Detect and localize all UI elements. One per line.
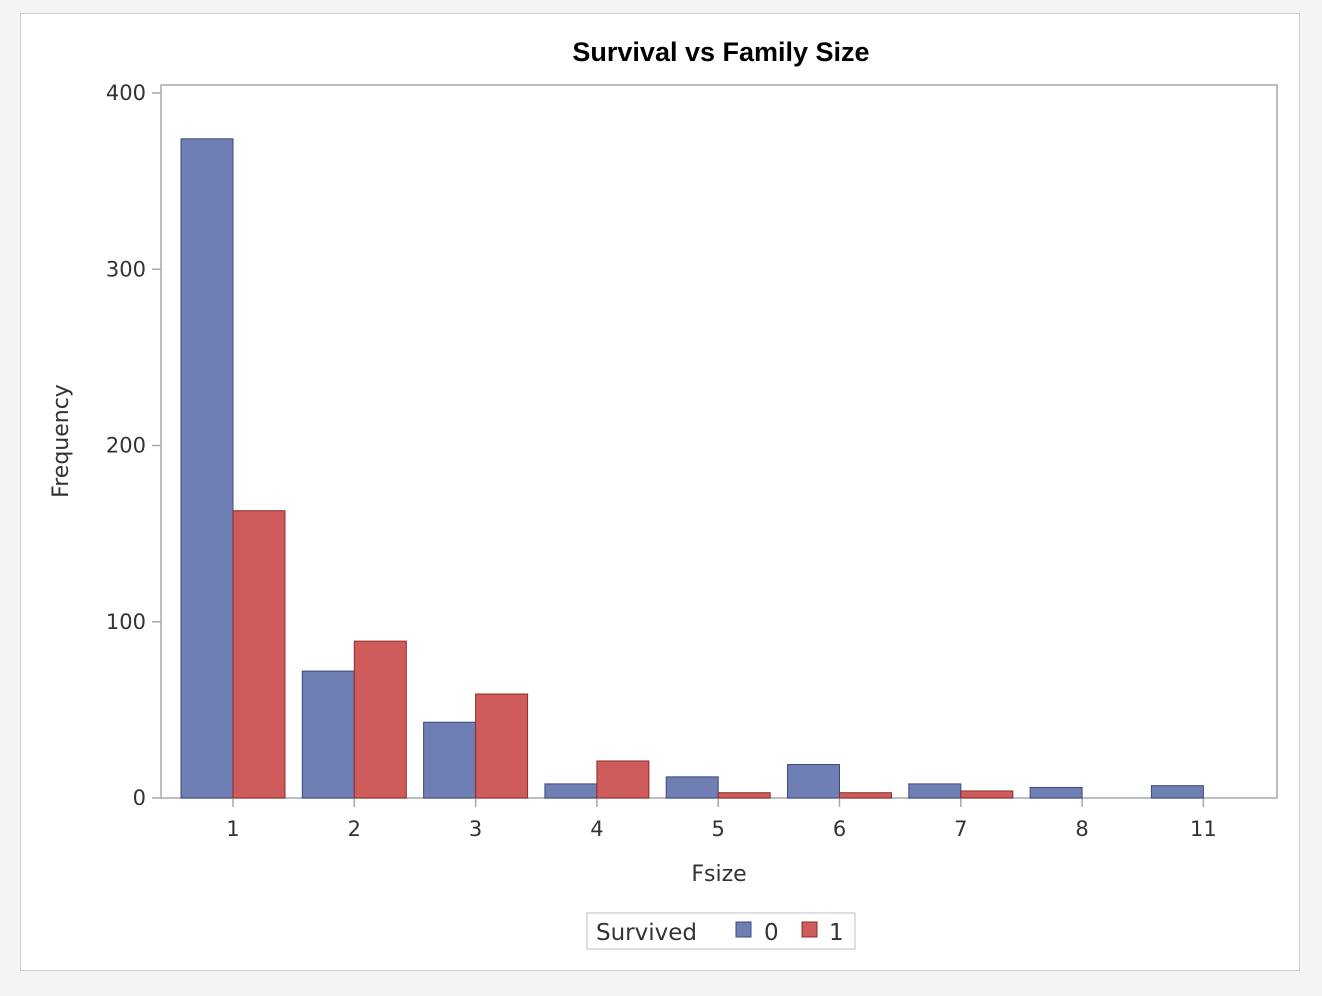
x-tick-label-1: 2 <box>348 817 361 841</box>
y-tick-label-2: 200 <box>106 434 146 458</box>
legend-swatch-0 <box>735 921 752 938</box>
legend-label-0: 0 <box>764 920 779 946</box>
x-axis: 1 2 3 4 5 6 7 8 11 <box>226 798 1217 841</box>
bars <box>180 138 1204 799</box>
bar-series0-8 <box>1029 786 1083 799</box>
legend: Survived 0 1 <box>586 912 856 950</box>
x-tick-label-3: 4 <box>590 817 603 841</box>
bar-series0-1 <box>180 138 234 799</box>
x-tick-label-6: 7 <box>954 817 967 841</box>
legend-title: Survived <box>596 920 697 946</box>
x-tick-label-0: 1 <box>226 817 239 841</box>
bar-series1-6 <box>839 792 892 799</box>
bar-series1-4 <box>596 760 650 799</box>
y-tick-label-4: 400 <box>106 81 146 105</box>
x-tick-label-2: 3 <box>469 817 482 841</box>
bar-series0-6 <box>787 764 840 799</box>
x-tick-label-4: 5 <box>712 817 725 841</box>
bar-series1-7 <box>960 790 1014 799</box>
legend-swatch-1 <box>801 921 818 938</box>
bar-series1-3 <box>475 693 529 799</box>
bar-series0-4 <box>544 783 598 799</box>
bar-series0-2 <box>301 670 355 799</box>
x-tick-label-7: 8 <box>1075 817 1088 841</box>
y-tick-label-3: 300 <box>106 257 146 281</box>
y-axis: 0 100 200 300 400 <box>106 81 161 810</box>
y-tick-label-0: 0 <box>133 786 146 810</box>
bar-series0-5 <box>665 776 719 799</box>
y-axis-label: Frequency <box>49 384 74 498</box>
legend-label-1: 1 <box>829 920 844 946</box>
bar-series1-5 <box>717 792 771 799</box>
bar-series1-2 <box>353 640 407 799</box>
x-axis-label: Fsize <box>691 862 746 887</box>
bar-series0-11 <box>1150 785 1204 799</box>
bar-series0-3 <box>423 721 477 799</box>
chart-title: Survival vs Family Size <box>572 37 869 67</box>
x-tick-label-8: 11 <box>1190 817 1217 841</box>
x-tick-label-5: 6 <box>833 817 846 841</box>
y-tick-label-1: 100 <box>106 610 146 634</box>
bar-series1-1 <box>232 510 286 799</box>
bar-series0-7 <box>908 783 962 799</box>
